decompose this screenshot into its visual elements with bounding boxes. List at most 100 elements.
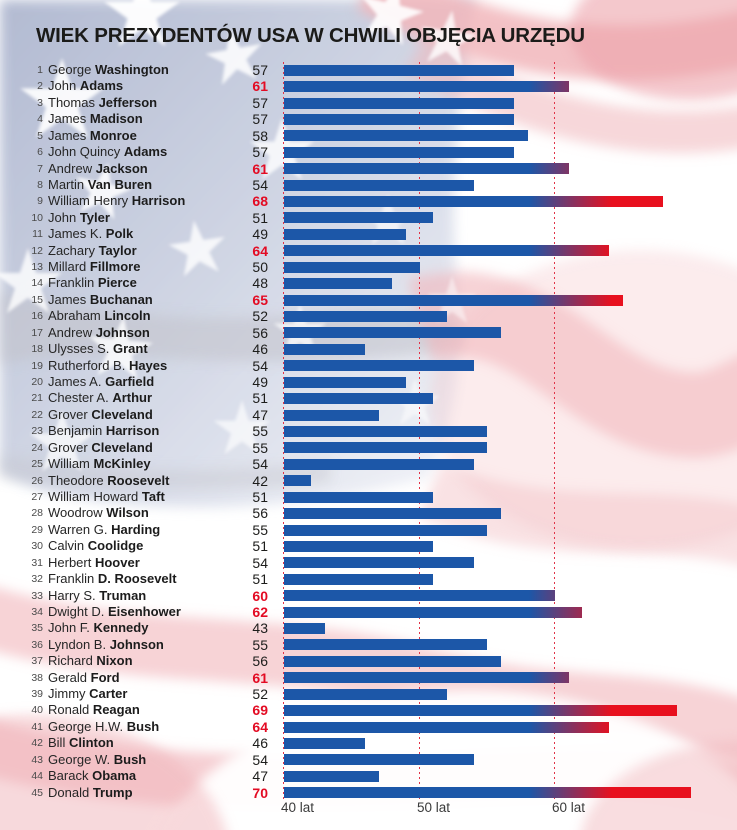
- age-bar: [284, 754, 474, 766]
- age-bar: [284, 163, 569, 175]
- president-number: 23: [31, 425, 43, 438]
- president-row: 21 Chester A. Arthur 51: [0, 390, 737, 406]
- age-value: 50: [252, 259, 268, 276]
- president-name: William Howard Taft: [48, 488, 165, 504]
- age-value: 56: [252, 505, 268, 522]
- president-row: 6 John Quincy Adams 57: [0, 144, 737, 160]
- president-name: Martin Van Buren: [48, 176, 153, 192]
- age-bar: [284, 64, 515, 76]
- age-bar: [284, 737, 366, 749]
- age-value: 49: [252, 374, 268, 391]
- president-row: 28 Woodrow Wilson 56: [0, 505, 737, 521]
- x-tick-label-40: 40 lat: [281, 800, 315, 815]
- president-row: 9 William Henry Harrison 68: [0, 193, 737, 209]
- president-name: Woodrow Wilson: [48, 505, 149, 521]
- president-row: 35 John F. Kennedy 43: [0, 620, 737, 636]
- president-row: 23 Benjamin Harrison 55: [0, 423, 737, 439]
- president-name: Donald Trump: [48, 784, 133, 800]
- age-value: 60: [252, 587, 268, 604]
- president-name: Calvin Coolidge: [48, 538, 144, 554]
- president-row: 27 William Howard Taft 51: [0, 489, 737, 505]
- president-row: 10 John Tyler 51: [0, 210, 737, 226]
- president-number: 29: [31, 523, 43, 536]
- age-bar: [284, 245, 610, 257]
- president-row: 11 James K. Polk 49: [0, 226, 737, 242]
- age-value: 42: [252, 472, 268, 489]
- president-number: 42: [31, 737, 43, 750]
- age-bar: [284, 327, 501, 339]
- age-value: 57: [252, 111, 268, 128]
- president-number: 25: [31, 458, 43, 471]
- president-row: 42 Bill Clinton 46: [0, 735, 737, 751]
- president-row: 5 James Monroe 58: [0, 128, 737, 144]
- age-bar: [284, 146, 515, 158]
- president-number: 32: [31, 573, 43, 586]
- president-row: 17 Andrew Johnson 56: [0, 325, 737, 341]
- president-name: James A. Garfield: [48, 374, 155, 390]
- age-bar: [284, 196, 664, 208]
- age-bar: [284, 212, 434, 224]
- president-row: 39 Jimmy Carter 52: [0, 686, 737, 702]
- president-rows: 1 George Washington 57 2 John Adams 61 3 Thomas…: [0, 62, 737, 801]
- president-name: Gerald Ford: [48, 669, 120, 685]
- age-value: 51: [252, 390, 268, 407]
- president-number: 26: [31, 474, 43, 487]
- president-number: 39: [31, 688, 43, 701]
- president-name: William Henry Harrison: [48, 193, 186, 209]
- president-number: 44: [31, 770, 43, 783]
- president-row: 7 Andrew Jackson 61: [0, 161, 737, 177]
- president-row: 16 Abraham Lincoln 52: [0, 308, 737, 324]
- x-tick-label-60: 60 lat: [552, 800, 586, 815]
- president-name: Dwight D. Eisenhower: [48, 603, 181, 619]
- age-value: 52: [252, 308, 268, 325]
- president-row: 38 Gerald Ford 61: [0, 670, 737, 686]
- president-name: John Tyler: [48, 209, 110, 225]
- president-number: 34: [31, 605, 43, 618]
- age-bar: [284, 770, 379, 782]
- president-number: 3: [37, 96, 43, 109]
- president-name: Harry S. Truman: [48, 587, 147, 603]
- age-value: 64: [252, 718, 268, 735]
- age-bar: [284, 311, 447, 323]
- president-name: Andrew Jackson: [48, 160, 148, 176]
- president-name: Zachary Taylor: [48, 242, 137, 258]
- president-name: Thomas Jefferson: [48, 94, 158, 110]
- age-value: 51: [252, 538, 268, 555]
- president-number: 19: [31, 359, 43, 372]
- age-value: 61: [252, 160, 268, 177]
- president-row: 25 William McKinley 54: [0, 456, 737, 472]
- president-row: 32 Franklin D. Roosevelt 51: [0, 571, 737, 587]
- president-name: Rutherford B. Hayes: [48, 357, 168, 373]
- age-bar: [284, 425, 488, 437]
- president-number: 37: [31, 655, 43, 668]
- age-bar: [284, 97, 515, 109]
- president-row: 18 Ulysses S. Grant 46: [0, 341, 737, 357]
- president-number: 8: [37, 178, 43, 191]
- age-bar: [284, 409, 379, 421]
- president-number: 14: [31, 277, 43, 290]
- president-name: John F. Kennedy: [48, 620, 149, 636]
- age-bar: [284, 705, 677, 717]
- president-name: Richard Nixon: [48, 653, 133, 669]
- president-name: George H.W. Bush: [48, 718, 160, 734]
- president-number: 20: [31, 376, 43, 389]
- age-value: 68: [252, 193, 268, 210]
- president-row: 19 Rutherford B. Hayes 54: [0, 358, 737, 374]
- president-name: Theodore Roosevelt: [48, 472, 170, 488]
- age-value: 58: [252, 127, 268, 144]
- age-value: 61: [252, 669, 268, 686]
- age-value: 47: [252, 768, 268, 785]
- age-bar: [284, 228, 406, 240]
- president-name: Andrew Johnson: [48, 324, 150, 340]
- age-bar: [284, 540, 434, 552]
- president-number: 17: [31, 326, 43, 339]
- president-name: Bill Clinton: [48, 735, 114, 751]
- president-number: 21: [31, 392, 43, 405]
- age-value: 51: [252, 209, 268, 226]
- president-number: 9: [37, 195, 43, 208]
- age-value: 56: [252, 324, 268, 341]
- president-name: Benjamin Harrison: [48, 423, 160, 439]
- age-bar: [284, 573, 434, 585]
- president-number: 12: [31, 244, 43, 257]
- age-value: 47: [252, 406, 268, 423]
